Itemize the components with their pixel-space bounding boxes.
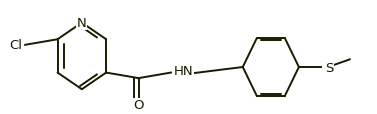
Text: O: O: [133, 98, 144, 111]
Text: S: S: [325, 61, 334, 74]
Text: Cl: Cl: [9, 39, 22, 52]
Text: HN: HN: [174, 64, 193, 77]
Text: N: N: [77, 17, 87, 30]
